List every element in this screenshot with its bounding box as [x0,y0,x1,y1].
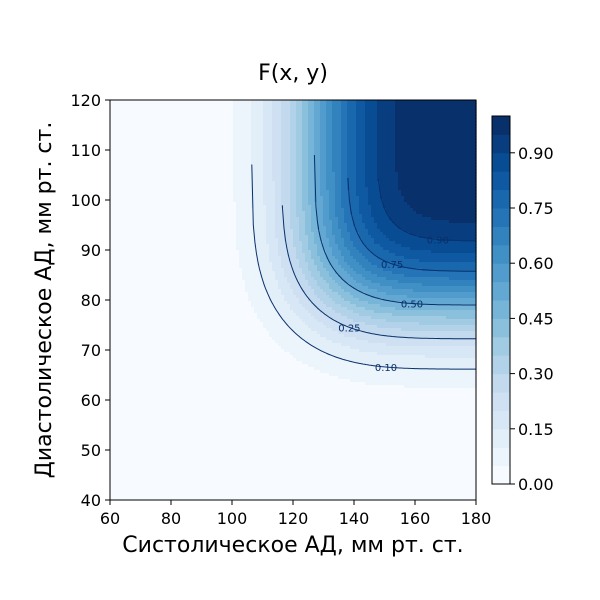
contour-label: 0.50 [401,300,423,311]
contour-lines: 0.10 0.25 0.50 0.75 0.90 [251,154,476,374]
contour-line-0.50 [313,154,476,306]
x-axis-label: Систолическое АД, мм рт. ст. [122,533,463,558]
x-tick-label: 80 [161,509,181,528]
x-tick-label: 180 [461,509,492,528]
y-tick-label: 50 [81,441,101,460]
colorbar-band [492,171,510,191]
x-tick-label: 120 [278,509,309,528]
y-axis: 40 50 60 70 80 90 100 110 120 [70,91,110,510]
y-axis-label: Диастолическое АД, мм рт. ст. [32,122,57,479]
contour-label: 0.75 [381,260,403,271]
colorbar-tick-label: 0.45 [518,309,554,328]
colorbar-band [492,208,510,227]
x-tick-label: 100 [217,509,248,528]
y-tick-label: 110 [70,141,101,160]
contour-line-0.90 [377,178,476,242]
contour-label: 0.25 [338,323,360,334]
y-tick-label: 40 [81,491,101,510]
colorbar-tick-label: 0.15 [518,420,554,439]
contour-label: 0.10 [375,363,397,374]
colorbar-band [492,447,510,467]
colorbar-tick-label: 0.00 [518,475,554,494]
y-tick-label: 120 [70,91,101,110]
colorbar-band [492,410,510,430]
colorbar-band [492,355,510,375]
colorbar-band [492,428,510,448]
contour-line-0.25 [281,205,476,340]
colorbar-band [492,152,510,172]
colorbar-band [492,134,510,154]
y-tick-label: 100 [70,191,101,210]
x-tick-label: 60 [100,509,120,528]
x-tick-label: 140 [339,509,370,528]
colorbar-tick-label: 0.30 [518,365,554,384]
colorbar-frame [491,115,511,485]
colorbar-band [492,465,510,485]
colorbar-band [492,300,510,319]
y-tick-label: 90 [81,241,101,260]
colorbar-band [492,281,510,301]
colorbar-band [492,263,510,283]
y-tick-label: 70 [81,341,101,360]
chart-title: F(x, y) [258,61,328,86]
colorbar-band [492,392,510,411]
colorbar-band [492,116,510,135]
colorbar-band [492,189,510,209]
y-tick-label: 60 [81,391,101,410]
y-tick-label: 80 [81,291,101,310]
colorbar: 0.00 0.15 0.30 0.45 0.60 0.75 0.90 [491,115,554,494]
heatmap-fill [110,100,477,501]
contour-line-0.75 [347,177,476,272]
colorbar-tick-label: 0.75 [518,199,554,218]
x-tick-label: 160 [400,509,431,528]
colorbar-tick-label: 0.90 [518,144,554,163]
colorbar-band [492,336,510,356]
colorbar-tick-label: 0.60 [518,254,554,273]
colorbar-band [492,373,510,393]
x-axis: 60 80 100 120 140 160 180 [100,500,491,528]
colorbar-band [492,244,510,264]
colorbar-band [492,318,510,338]
contour-line-0.10 [251,164,476,370]
contour-label: 0.90 [427,235,449,246]
colorbar-band [492,226,510,246]
